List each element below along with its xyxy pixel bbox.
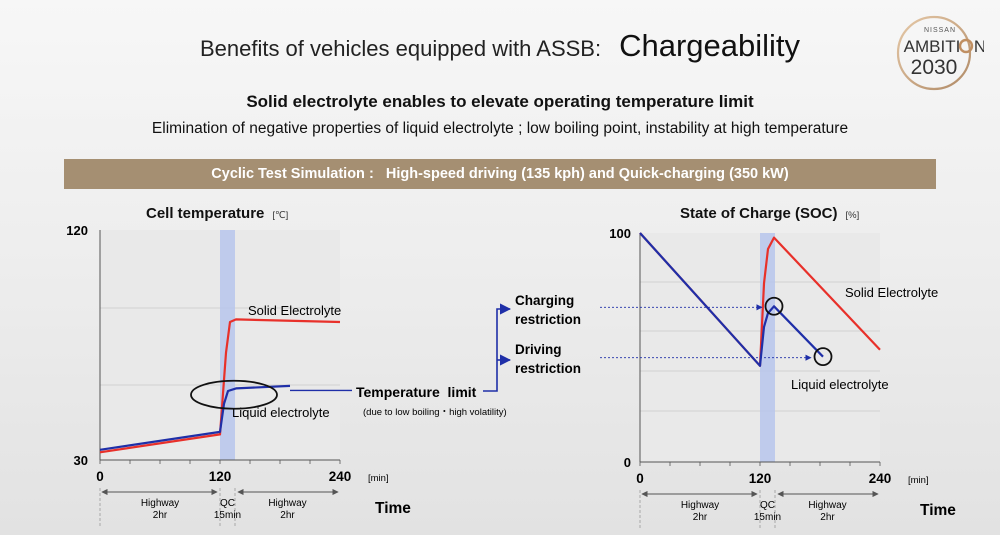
headline: Solid electrolyte enables to elevate ope…: [246, 92, 754, 111]
logo-o-ring: [958, 38, 974, 54]
logo-line1-end: N: [974, 37, 984, 56]
chart1-liquid-electrolyte-line: [99, 384, 291, 451]
chart1-x-axis-label: Time: [375, 500, 411, 517]
chart2-highlight-circle: [764, 296, 784, 316]
title-accent-text: Chargeability: [619, 28, 801, 63]
chart1-title: Cell temperature [℃]: [146, 205, 289, 222]
logo-line2: 2030: [911, 56, 958, 79]
chart2-liquid-electrolyte-line: [639, 232, 824, 367]
chart2-unit: [%]: [845, 210, 860, 221]
subline: Elimination of negative properties of li…: [151, 120, 849, 137]
chart2-y-tick-label: 0: [624, 455, 631, 470]
temperature-limit-note: (due to low boiling・high volatility): [363, 407, 507, 418]
chart1-phase-label: 2hr: [153, 510, 168, 521]
nissan-ambition-logo: NISSAN AMBITI N 2030: [896, 15, 984, 91]
chart1-phase-label: 15min: [214, 510, 241, 521]
chart2-phase-label: QC: [760, 500, 775, 511]
chart2-x-tick-label: 120: [749, 471, 772, 486]
driving-restriction-line1: Driving: [515, 342, 562, 357]
chart2-y-tick-label: 100: [609, 226, 631, 241]
chart2-phase-label: 15min: [754, 512, 781, 523]
chart1-solid-series-label: Solid Electrolyte: [248, 303, 341, 318]
chart2-highlight-circle: [813, 347, 833, 367]
chart1-y-tick-label: 30: [74, 453, 88, 468]
chart2-liquid-series-label: Liquid electrolyte: [791, 377, 889, 392]
chart2-phase-label: Highway: [681, 500, 719, 511]
chart2-phase-label: Highway: [808, 500, 846, 511]
chart1-phase-label: Highway: [268, 498, 306, 509]
chart1-x-tick-label: 0: [96, 469, 104, 484]
chart1-x-tick-label: 240: [329, 469, 352, 484]
chart1-liquid-series-label: Liquid electrolyte: [232, 405, 330, 420]
chart2-title: State of Charge (SOC) [%]: [680, 205, 860, 222]
chart2-solid-series-label: Solid Electrolyte: [845, 285, 938, 300]
chart2-phase-label: 2hr: [820, 512, 835, 523]
chart1-x-tick-label: 120: [209, 469, 232, 484]
page-title: Benefits of vehicles equipped with ASSB:…: [0, 28, 1000, 64]
chart2-x-axis-label: Time: [920, 502, 956, 519]
chart1-solid-electrolyte-line: [99, 318, 341, 454]
chart1-unit: [℃]: [272, 210, 289, 221]
charging-restriction-line2: restriction: [515, 312, 581, 327]
chart2-phase-label: 2hr: [693, 512, 708, 523]
temperature-limit-label: Temperature limit: [356, 384, 477, 400]
chart1-x-unit: [min]: [368, 473, 389, 484]
logo-line1: AMBITI: [904, 37, 961, 56]
chart2-x-unit: [min]: [908, 475, 929, 486]
chart1-phase-label: QC: [220, 498, 235, 509]
charging-restriction-line1: Charging: [515, 293, 574, 308]
chart2-x-tick-label: 0: [636, 471, 644, 486]
logo-brand: NISSAN: [924, 27, 956, 34]
title-text: Benefits of vehicles equipped with ASSB:: [199, 36, 602, 61]
test-banner: Cyclic Test Simulation : High-speed driv…: [64, 159, 936, 189]
chart2-x-tick-label: 240: [869, 471, 892, 486]
chart1-phase-label: 2hr: [280, 510, 295, 521]
banner-text: Cyclic Test Simulation : High-speed driv…: [211, 166, 789, 182]
chart1-y-tick-label: 120: [66, 223, 88, 238]
driving-restriction-line2: restriction: [515, 361, 581, 376]
charging-restriction-arrow: [483, 303, 512, 392]
chart1-highlight-ellipse: [190, 379, 278, 410]
callouts: Charging restriction Driving restriction…: [356, 293, 581, 418]
chart1-phase-label: Highway: [141, 498, 179, 509]
